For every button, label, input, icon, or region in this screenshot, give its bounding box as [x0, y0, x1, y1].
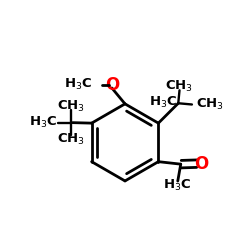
- Text: H$_3$C: H$_3$C: [149, 94, 177, 110]
- Text: O: O: [106, 76, 120, 94]
- Text: CH$_3$: CH$_3$: [166, 79, 194, 94]
- Text: CH$_3$: CH$_3$: [196, 97, 224, 112]
- Text: H$_3$C: H$_3$C: [64, 77, 92, 92]
- Text: CH$_3$: CH$_3$: [57, 99, 85, 114]
- Text: O: O: [194, 155, 208, 173]
- Text: CH$_3$: CH$_3$: [57, 132, 85, 147]
- Text: H$_3$C: H$_3$C: [28, 115, 57, 130]
- Text: H$_3$C: H$_3$C: [163, 178, 191, 193]
